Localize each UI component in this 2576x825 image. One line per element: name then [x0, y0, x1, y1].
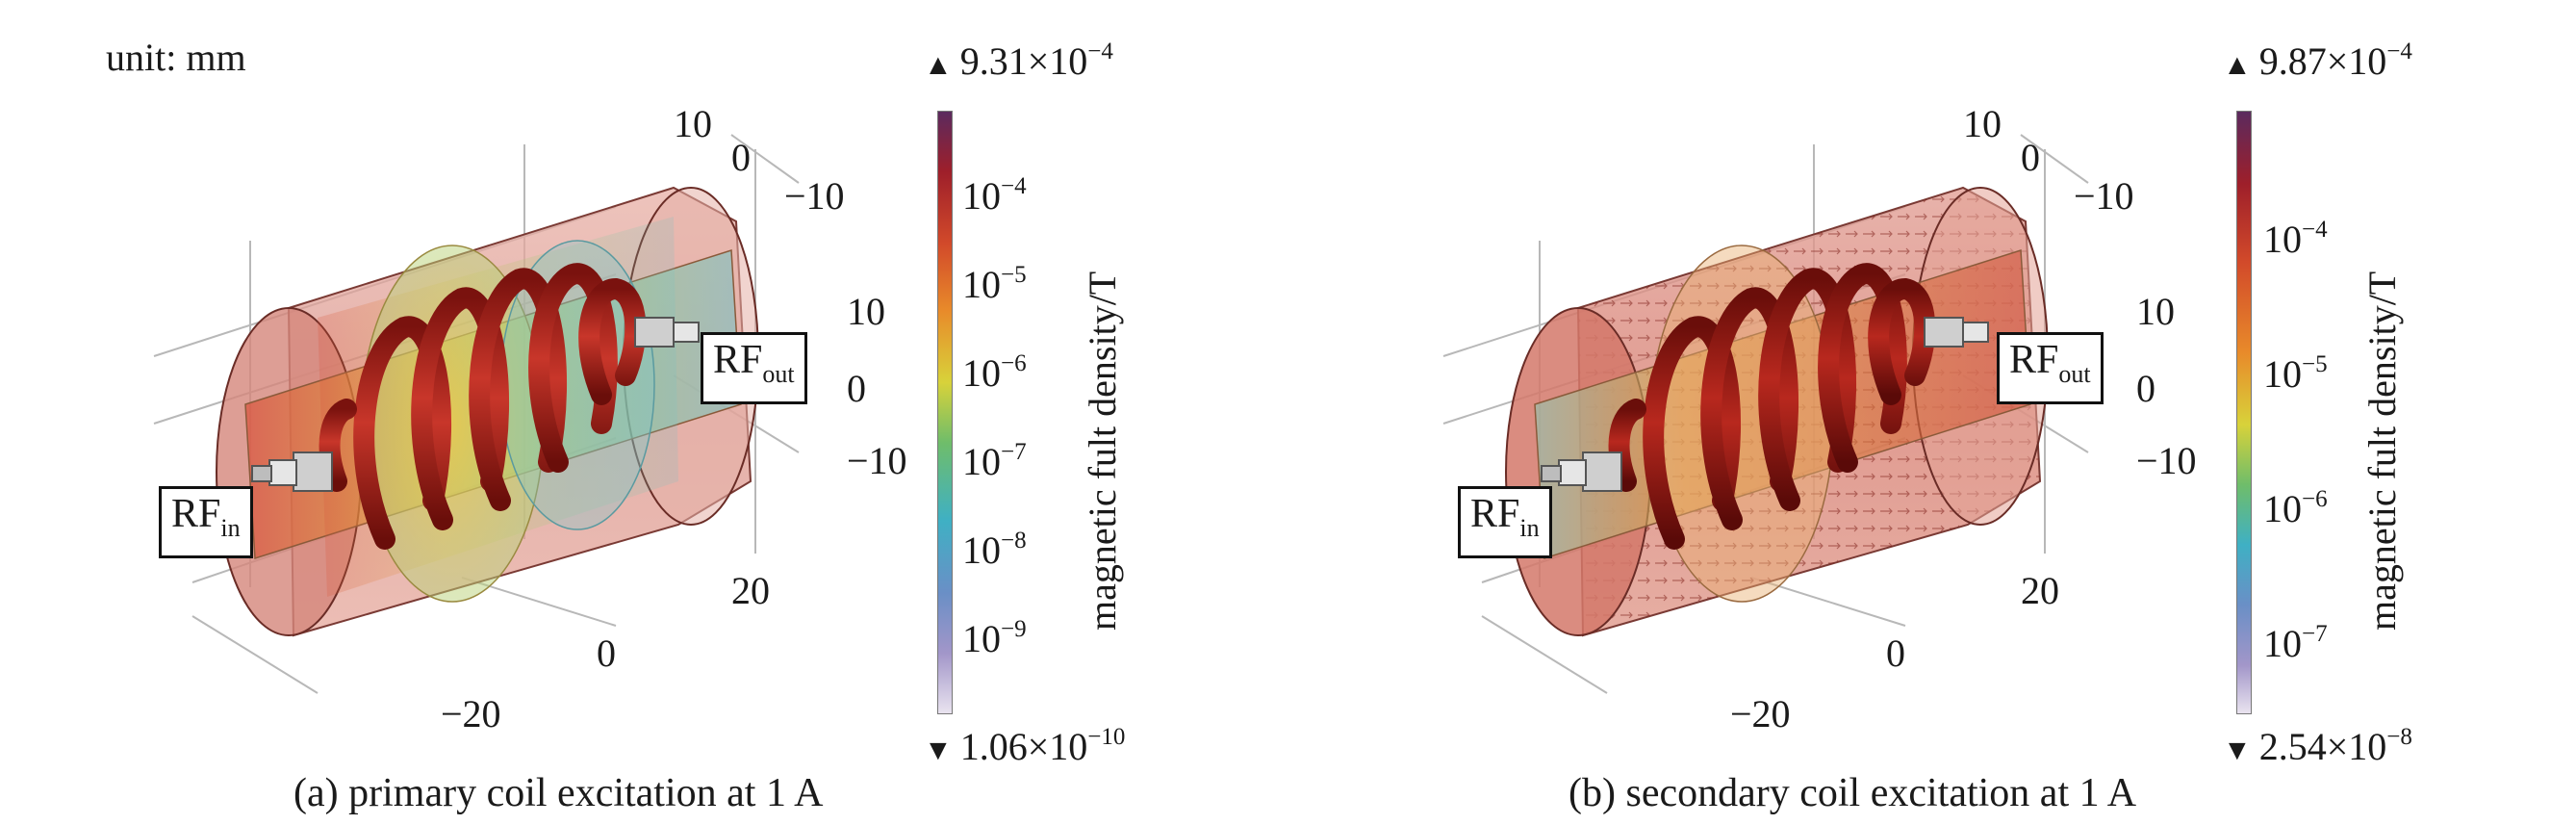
colorbar-tick: 10−6 [962, 350, 1027, 395]
colorbar-title: magnetic fult density/T [2360, 271, 2404, 631]
colorbar-title: magnetic fult density/T [1081, 271, 1124, 631]
colorbar-tick: 10−4 [962, 173, 1027, 218]
axis-tick: 0 [847, 367, 866, 410]
colorbar-tick: 10−8 [962, 528, 1027, 572]
panel-caption: (a) primary coil excitation at 1 A [293, 771, 824, 815]
axis-tick: 10 [674, 102, 712, 145]
panel-secondary: 10 0 −10 10 0 −10 20 0 −20 RFin RFout ▲ 9… [1289, 0, 2576, 825]
triangle-down-icon: ▼ [924, 735, 953, 766]
colorbar-tick: 10−5 [962, 262, 1027, 306]
axis-tick: −20 [1730, 692, 1791, 735]
axis-tick: −10 [2136, 439, 2197, 482]
axis-tick: 0 [731, 136, 751, 179]
secondary-coil-field-plot [1442, 134, 2089, 694]
colorbar-tick: 10−5 [2263, 351, 2328, 396]
axis-tick: 20 [2021, 569, 2059, 612]
axis-tick: −20 [441, 692, 501, 735]
axis-tick: −10 [2074, 174, 2134, 218]
panel-primary: 10 0 −10 10 0 −10 20 0 −20 RFin RFout ▲ 9… [153, 39, 1126, 815]
colorbar-max-label: ▲ 9.87×10−4 [2223, 39, 2412, 83]
colorbar-min-label: ▼ 2.54×10−8 [2223, 724, 2412, 768]
axis-tick: 0 [1886, 632, 1905, 675]
axis-tick: 0 [2021, 136, 2040, 179]
axis-tick: 10 [847, 290, 885, 333]
colorbar-tick: 10−9 [962, 616, 1027, 660]
axis-tick: −10 [784, 174, 845, 218]
colorbar-tick: 10−7 [2263, 621, 2328, 665]
rf-in-label: RFin [159, 486, 253, 558]
colorbar-min-label: ▼ 1.06×10−10 [924, 724, 1126, 768]
axis-tick: 0 [597, 632, 616, 675]
colorbar [937, 111, 953, 714]
colorbar-tick: 10−4 [2263, 217, 2328, 261]
axis-tick: 0 [2136, 367, 2155, 410]
primary-coil-field-plot [153, 134, 800, 694]
axis-tick: −10 [847, 439, 907, 482]
axis-tick: 10 [1963, 102, 2002, 145]
colorbar-tick: 10−6 [2263, 486, 2328, 530]
colorbar [2236, 111, 2252, 714]
triangle-up-icon: ▲ [2223, 49, 2252, 81]
rf-out-label: RFout [1997, 332, 2104, 404]
triangle-up-icon: ▲ [924, 49, 953, 81]
colorbar-max-label: ▲ 9.31×10−4 [924, 39, 1113, 83]
triangle-down-icon: ▼ [2223, 735, 2252, 766]
panel-caption: (b) secondary coil excitation at 1 A [1569, 771, 2137, 815]
rf-out-label: RFout [701, 332, 807, 404]
unit-label: unit: mm [106, 36, 246, 79]
axis-tick: 10 [2136, 290, 2175, 333]
colorbar-tick: 10−7 [962, 439, 1027, 483]
axis-tick: 20 [731, 569, 770, 612]
rf-in-label: RFin [1458, 486, 1552, 558]
